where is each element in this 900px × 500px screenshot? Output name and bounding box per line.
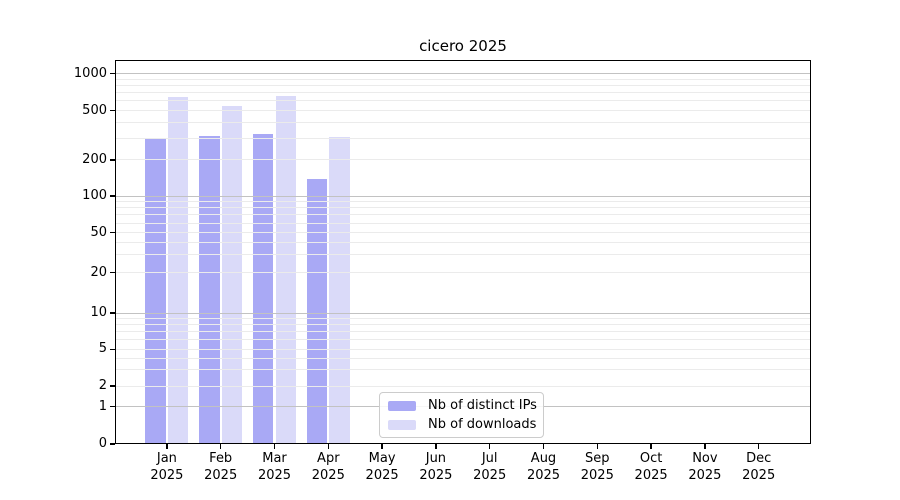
legend: Nb of distinct IPs Nb of downloads [379, 392, 544, 438]
gridline-minor [115, 241, 811, 243]
gridline-major [115, 73, 811, 75]
y-tick-label: 5 [98, 341, 107, 357]
bar-downloads [167, 96, 189, 444]
x-tick [219, 444, 222, 449]
x-tick [542, 444, 545, 449]
y-tick-label: 100 [82, 188, 107, 203]
gridline-minor [115, 159, 811, 161]
gridline-minor [115, 339, 811, 341]
gridline-major [115, 312, 811, 314]
x-tick [327, 444, 330, 449]
gridline-major [115, 195, 811, 197]
x-tick [650, 444, 652, 449]
x-tick-label: Oct 2025 [634, 451, 668, 483]
x-tick [488, 444, 491, 449]
gridline-minor [115, 122, 811, 124]
y-tick-label: 10 [90, 305, 107, 321]
bar-distinct-ips [252, 133, 274, 444]
gridline-minor [115, 201, 811, 203]
gridline-minor [115, 100, 811, 102]
x-tick [757, 444, 760, 449]
x-tick [704, 444, 706, 449]
y-tick-label: 500 [82, 102, 107, 118]
legend-item-downloads: Nb of downloads [388, 416, 537, 433]
y-tick [110, 348, 115, 351]
y-tick-label: 20 [90, 264, 107, 280]
gridline-minor [115, 331, 811, 333]
bar-distinct-ips [306, 179, 328, 444]
gridline-minor [115, 214, 811, 216]
gridline-minor [115, 232, 811, 234]
x-tick [596, 444, 599, 449]
y-tick-label: 2 [98, 378, 107, 394]
x-tick [166, 444, 168, 449]
bar-distinct-ips [145, 138, 166, 444]
legend-swatch-downloads-icon [388, 419, 416, 430]
gridline-minor [115, 137, 811, 139]
legend-label-distinct-ips: Nb of distinct IPs [428, 398, 537, 413]
y-tick [110, 72, 115, 75]
gridline-minor [115, 324, 811, 326]
y-tick-label: 0 [98, 436, 107, 451]
gridline-minor [115, 92, 811, 94]
gridline-minor [115, 110, 811, 112]
x-tick-label: Dec 2025 [742, 451, 776, 483]
bar-distinct-ips [199, 136, 220, 444]
gridline-minor [115, 357, 811, 359]
y-tick-label: 1 [98, 398, 107, 414]
y-tick-label: 50 [90, 224, 107, 240]
x-tick [381, 444, 383, 449]
gridline-minor [115, 318, 811, 320]
x-tick-label: Jul 2025 [473, 451, 507, 483]
gridline-minor [115, 254, 811, 256]
x-tick-label: Jun 2025 [419, 451, 453, 483]
x-tick [435, 444, 437, 449]
y-tick [110, 159, 115, 161]
gridline-minor [115, 78, 811, 80]
y-tick-label: 200 [82, 151, 107, 167]
legend-label-downloads: Nb of downloads [428, 417, 537, 432]
y-tick [110, 195, 115, 197]
gridline-minor [115, 385, 811, 387]
gridline-minor [115, 272, 811, 274]
y-tick-label: 1000 [73, 65, 107, 81]
x-tick-label: May 2025 [365, 451, 399, 483]
bar-downloads [221, 105, 243, 444]
gridline-minor [115, 84, 811, 86]
y-tick [110, 109, 115, 112]
y-tick [110, 443, 115, 445]
legend-item-distinct-ips: Nb of distinct IPs [388, 397, 537, 414]
legend-swatch-distinct-ips-icon [388, 400, 416, 411]
chart-title: cicero 2025 [419, 37, 507, 55]
x-tick-label: Aug 2025 [526, 451, 561, 483]
bar-downloads [275, 95, 297, 444]
bar-downloads [329, 137, 350, 444]
y-tick [110, 405, 115, 408]
x-tick-label: Nov 2025 [688, 451, 722, 483]
gridline-minor [115, 348, 811, 350]
y-tick [110, 312, 115, 314]
x-tick [273, 444, 276, 449]
x-tick-label: Sep 2025 [580, 451, 614, 483]
x-tick-label: Mar 2025 [257, 451, 292, 483]
y-tick [110, 271, 115, 274]
x-tick-label: Apr 2025 [311, 451, 345, 483]
gridline-minor [115, 369, 811, 371]
gridline-minor [115, 207, 811, 209]
x-tick-label: Feb 2025 [204, 451, 238, 483]
gridline-minor [115, 222, 811, 224]
y-tick [110, 231, 115, 234]
plot-area [115, 60, 811, 444]
x-tick-label: Jan 2025 [150, 451, 184, 483]
y-tick [110, 385, 115, 387]
